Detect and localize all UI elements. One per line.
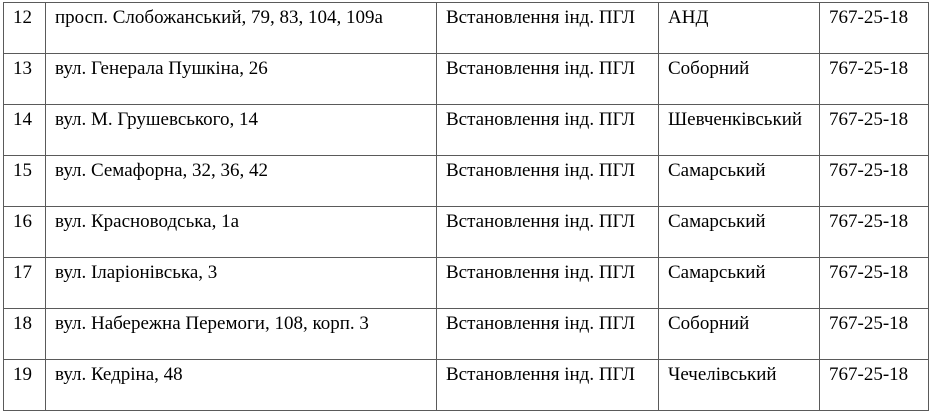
district-cell: Соборний	[658, 53, 820, 105]
phone-cell: 767-25-18	[819, 2, 929, 54]
district-cell: Самарський	[658, 257, 820, 309]
table-row: 16 вул. Красноводська, 1а Встановлення і…	[3, 206, 929, 258]
table-row: 14 вул. М. Грушевського, 14 Встановлення…	[3, 104, 929, 156]
district-cell: Чечелівський	[658, 359, 820, 411]
table-row: 18 вул. Набережна Перемоги, 108, корп. 3…	[3, 308, 929, 360]
phone-cell: 767-25-18	[819, 104, 929, 156]
row-number-cell: 16	[3, 206, 46, 258]
address-cell: вул. Семафорна, 32, 36, 42	[45, 155, 437, 207]
district-cell: АНД	[658, 2, 820, 54]
table-row: 15 вул. Семафорна, 32, 36, 42 Встановлен…	[3, 155, 929, 207]
phone-cell: 767-25-18	[819, 206, 929, 258]
work-type-cell: Встановлення інд. ПГЛ	[436, 206, 659, 258]
table-body: 12 просп. Слобожанський, 79, 83, 104, 10…	[3, 2, 929, 411]
phone-cell: 767-25-18	[819, 359, 929, 411]
row-number-cell: 14	[3, 104, 46, 156]
address-cell: вул. Кедріна, 48	[45, 359, 437, 411]
table-row: 13 вул. Генерала Пушкіна, 26 Встановленн…	[3, 53, 929, 105]
address-cell: вул. М. Грушевського, 14	[45, 104, 437, 156]
row-number-cell: 13	[3, 53, 46, 105]
row-number-cell: 17	[3, 257, 46, 309]
district-cell: Самарський	[658, 155, 820, 207]
phone-cell: 767-25-18	[819, 155, 929, 207]
address-cell: вул. Генерала Пушкіна, 26	[45, 53, 437, 105]
phone-cell: 767-25-18	[819, 257, 929, 309]
work-type-cell: Встановлення інд. ПГЛ	[436, 155, 659, 207]
work-type-cell: Встановлення інд. ПГЛ	[436, 2, 659, 54]
row-number-cell: 12	[3, 2, 46, 54]
phone-cell: 767-25-18	[819, 53, 929, 105]
address-cell: вул. Набережна Перемоги, 108, корп. 3	[45, 308, 437, 360]
work-type-cell: Встановлення інд. ПГЛ	[436, 53, 659, 105]
address-service-table: 12 просп. Слобожанський, 79, 83, 104, 10…	[3, 2, 929, 411]
address-cell: просп. Слобожанський, 79, 83, 104, 109а	[45, 2, 437, 54]
row-number-cell: 19	[3, 359, 46, 411]
district-cell: Соборний	[658, 308, 820, 360]
table-row: 17 вул. Іларіонівська, 3 Встановлення ін…	[3, 257, 929, 309]
address-cell: вул. Красноводська, 1а	[45, 206, 437, 258]
work-type-cell: Встановлення інд. ПГЛ	[436, 308, 659, 360]
work-type-cell: Встановлення інд. ПГЛ	[436, 359, 659, 411]
district-cell: Самарський	[658, 206, 820, 258]
table-row: 12 просп. Слобожанський, 79, 83, 104, 10…	[3, 2, 929, 54]
address-cell: вул. Іларіонівська, 3	[45, 257, 437, 309]
row-number-cell: 18	[3, 308, 46, 360]
district-cell: Шевченківський	[658, 104, 820, 156]
work-type-cell: Встановлення інд. ПГЛ	[436, 257, 659, 309]
table-row: 19 вул. Кедріна, 48 Встановлення інд. ПГ…	[3, 359, 929, 411]
row-number-cell: 15	[3, 155, 46, 207]
work-type-cell: Встановлення інд. ПГЛ	[436, 104, 659, 156]
phone-cell: 767-25-18	[819, 308, 929, 360]
